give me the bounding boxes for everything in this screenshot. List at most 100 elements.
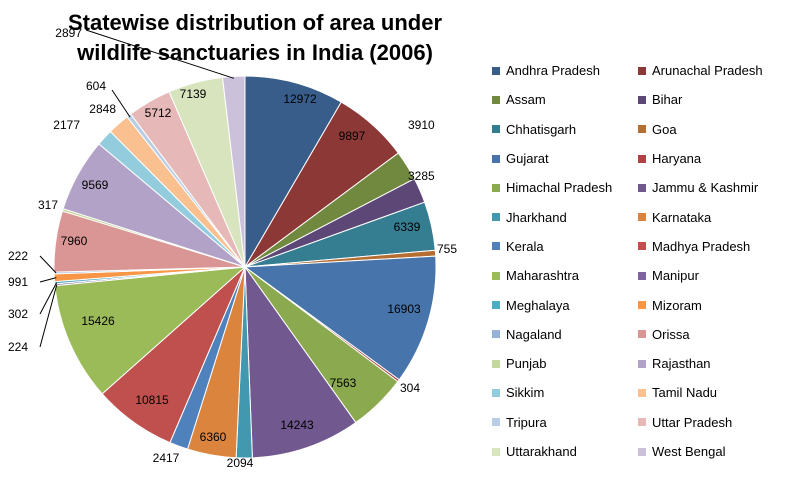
legend-label: Uttar Pradesh: [652, 414, 733, 430]
legend: Andhra Pradesh Arunachal Pradesh Assam Biha…: [492, 56, 792, 466]
leader-line-west-bengal: [85, 29, 235, 79]
legend-label: Jharkhand: [506, 209, 567, 225]
legend-label: Mizoram: [652, 297, 702, 313]
legend-label: West Bengal: [652, 444, 726, 459]
legend-label: Rajasthan: [652, 356, 711, 372]
data-label-jammu-and-kashmir: 14243: [280, 418, 314, 432]
legend-swatch: [638, 447, 646, 456]
legend-swatch: [638, 271, 646, 280]
legend-swatch: [492, 271, 500, 280]
data-label-maharashtra: 15426: [81, 314, 115, 328]
legend-swatch: [638, 330, 646, 339]
legend-swatch: [492, 418, 500, 427]
legend-item-tamil-nadu: Tamil Nadu: [638, 378, 784, 407]
legend-item-kerala: Kerala: [492, 232, 638, 261]
data-label-manipur: 224: [8, 340, 28, 354]
legend-label: Karnataka: [652, 209, 712, 225]
leader-line-meghalaya: [39, 282, 58, 315]
legend-swatch: [492, 242, 500, 251]
legend-swatch: [492, 301, 500, 310]
legend-swatch: [492, 95, 500, 104]
leader-line-tripura: [111, 89, 131, 118]
legend-item-gujarat: Gujarat: [492, 144, 638, 173]
legend-swatch: [638, 301, 646, 310]
legend-swatch: [492, 388, 500, 397]
legend-item-tripura: Tripura: [492, 408, 638, 437]
legend-item-sikkim: Sikkim: [492, 378, 638, 407]
pie-slice-west-bengal: [221, 75, 246, 268]
legend-swatch: [638, 388, 646, 397]
data-label-haryana: 304: [400, 381, 420, 395]
data-label-madhya-pradesh: 10815: [135, 393, 169, 407]
legend-label: Arunachal Pradesh: [652, 63, 763, 79]
pie-slice-andhra-pradesh: [244, 75, 342, 269]
legend-label: Andhra Pradesh: [506, 63, 600, 79]
pie-slice-gujarat: [243, 255, 437, 381]
legend-item-meghalaya: Meghalaya: [492, 290, 638, 319]
legend-swatch: [492, 330, 500, 339]
legend-swatch: [638, 183, 646, 192]
legend-item-uttarakhand: Uttarakhand: [492, 437, 638, 466]
legend-item-jharkhand: Jharkhand: [492, 202, 638, 231]
legend-label: Gujarat: [506, 151, 549, 167]
legend-item-west-bengal: West Bengal: [638, 437, 784, 466]
legend-label: Goa: [652, 121, 677, 137]
legend-item-orissa: Orissa: [638, 320, 784, 349]
data-label-kerala: 2417: [153, 451, 180, 465]
data-label-goa: 755: [437, 242, 457, 256]
data-label-rajasthan: 9569: [82, 178, 109, 192]
legend-item-uttar-pradesh: Uttar Pradesh: [638, 408, 784, 437]
data-label-bihar: 3285: [408, 169, 435, 183]
legend-label: Haryana: [652, 151, 702, 167]
data-label-sikkim: 2177: [53, 118, 80, 132]
legend-item-arunachal-pradesh: Arunachal Pradesh: [638, 56, 784, 85]
legend-label: Punjab: [506, 356, 547, 372]
data-label-himachal-pradesh: 7563: [330, 376, 357, 390]
pie-slice-jammu-and-kashmir: [244, 265, 357, 459]
data-label-meghalaya: 302: [8, 307, 28, 321]
legend-label: Chhatisgarh: [506, 121, 577, 137]
legend-item-chhatisgarh: Chhatisgarh: [492, 115, 638, 144]
legend-item-himachal-pradesh: Himachal Pradesh: [492, 173, 638, 202]
legend-swatch: [638, 359, 646, 368]
data-label-gujarat: 16903: [387, 302, 421, 316]
legend-label: Bihar: [652, 92, 683, 108]
legend-label: Nagaland: [506, 326, 562, 342]
legend-label: Jammu & Kashmir: [652, 180, 759, 196]
data-label-tripura: 604: [86, 79, 106, 93]
legend-swatch: [492, 359, 500, 368]
data-label-uttar-pradesh: 5712: [145, 106, 172, 120]
data-label-assam: 3910: [408, 118, 435, 132]
legend-swatch: [638, 125, 646, 134]
pie-slice-maharashtra: [54, 266, 247, 395]
legend-item-nagaland: Nagaland: [492, 320, 638, 349]
data-label-uttarakhand: 7139: [180, 87, 207, 101]
data-label-chhatisgarh: 6339: [394, 220, 421, 234]
legend-label: Himachal Pradesh: [506, 180, 613, 196]
legend-swatch: [638, 95, 646, 104]
legend-swatch: [492, 447, 500, 456]
leader-line-mizoram: [39, 277, 57, 283]
legend-item-mizoram: Mizoram: [638, 290, 784, 319]
legend-label: Meghalaya: [506, 297, 570, 313]
data-label-nagaland: 222: [8, 249, 28, 263]
data-label-jharkhand: 2094: [227, 456, 254, 470]
legend-label: Tamil Nadu: [652, 385, 718, 401]
legend-label: Maharashtra: [506, 268, 579, 284]
chart-title: Statewise distribution of area under wil…: [67, 10, 443, 65]
data-label-arunachal-pradesh: 9897: [339, 129, 366, 143]
legend-swatch: [638, 213, 646, 222]
legend-item-karnataka: Karnataka: [638, 202, 784, 231]
legend-item-haryana: Haryana: [638, 144, 784, 173]
data-label-orissa: 7960: [61, 234, 88, 248]
legend-label: Tripura: [506, 414, 547, 430]
legend-swatch: [492, 154, 500, 163]
legend-swatch: [638, 242, 646, 251]
legend-swatch: [492, 66, 500, 75]
legend-item-maharashtra: Maharashtra: [492, 261, 638, 290]
legend-label: Kerala: [506, 238, 544, 254]
legend-swatch: [638, 66, 646, 75]
legend-swatch: [638, 418, 646, 427]
legend-label: Orissa: [652, 326, 690, 342]
